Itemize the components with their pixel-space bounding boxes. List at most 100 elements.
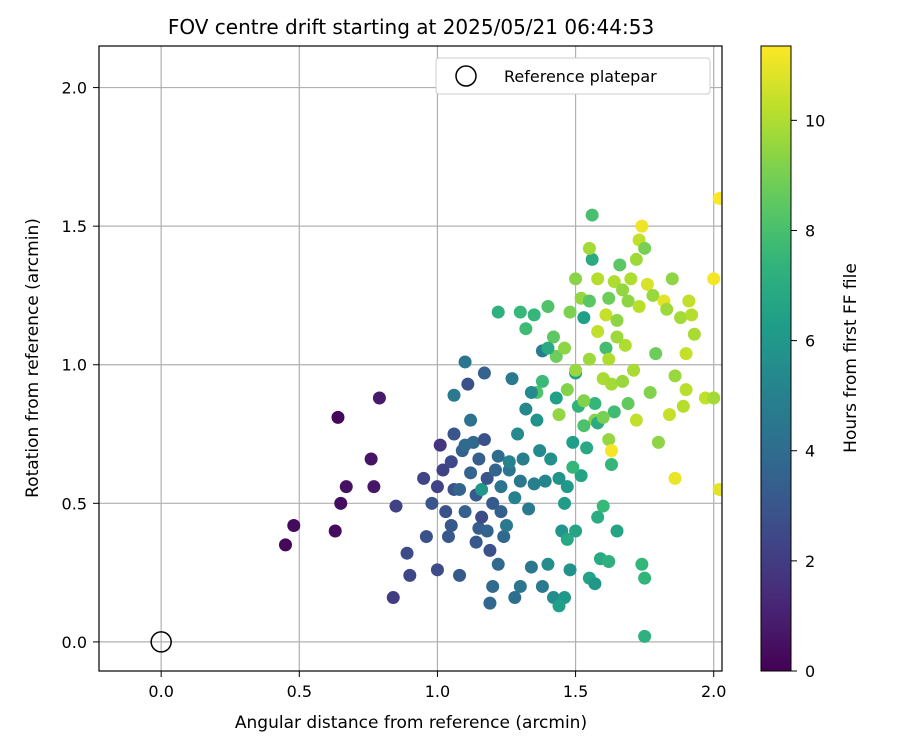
data-point (552, 471, 566, 485)
data-point (607, 275, 621, 289)
data-point (599, 308, 613, 322)
data-point (588, 577, 602, 591)
data-point (328, 524, 342, 538)
colorbar-tick-label: 4 (805, 442, 815, 461)
reference-point (150, 631, 172, 653)
colorbar-ticks: 0 2 4 6 8 10 (791, 111, 825, 681)
plot-frame (98, 45, 723, 672)
data-point (491, 305, 505, 319)
data-point (712, 191, 722, 205)
data-point (569, 272, 583, 286)
data-point (607, 405, 621, 419)
data-point (604, 444, 618, 458)
data-point (464, 466, 478, 480)
data-point (707, 272, 721, 286)
data-point (458, 505, 472, 519)
data-point (643, 385, 657, 399)
data-point (372, 391, 386, 405)
data-point (524, 385, 538, 399)
data-point (494, 480, 508, 494)
data-point (549, 349, 563, 363)
data-point (439, 505, 453, 519)
colorbar-tick-label: 0 (805, 662, 815, 681)
data-point (488, 463, 502, 477)
data-point (582, 294, 596, 308)
x-axis-label: Angular distance from reference (arcmin) (235, 713, 587, 733)
data-point (519, 402, 533, 416)
data-point (453, 568, 467, 582)
data-point (508, 491, 522, 505)
data-point (591, 324, 605, 338)
plot-area (98, 45, 723, 672)
data-point (513, 474, 527, 488)
data-point (651, 435, 665, 449)
data-point (367, 480, 381, 494)
data-point (552, 408, 566, 422)
data-point (511, 427, 525, 441)
data-point (674, 311, 688, 325)
data-point (475, 482, 489, 496)
data-point (602, 433, 616, 447)
data-point (433, 438, 447, 452)
data-point (668, 471, 682, 485)
data-point (519, 322, 533, 336)
data-point (624, 272, 638, 286)
data-point (522, 502, 536, 516)
data-point (563, 563, 577, 577)
data-point (604, 458, 618, 472)
data-point (430, 480, 444, 494)
data-point (491, 557, 505, 571)
data-point (558, 341, 572, 355)
data-point (577, 394, 591, 408)
data-point (549, 391, 563, 405)
data-point (430, 563, 444, 577)
data-point (635, 557, 649, 571)
data-point (585, 252, 599, 266)
data-point (546, 330, 560, 344)
legend-marker-reference (455, 65, 477, 87)
data-point (638, 571, 652, 585)
data-point (419, 530, 433, 544)
data-point (560, 480, 574, 494)
data-point (685, 308, 699, 322)
data-points (278, 191, 722, 643)
data-point (403, 568, 417, 582)
colorbar-tick-label: 10 (805, 111, 825, 130)
data-point (497, 530, 511, 544)
data-point (604, 377, 618, 391)
data-point (629, 413, 643, 427)
colorbar-tick-label: 6 (805, 332, 815, 351)
data-point (632, 300, 646, 314)
data-point (364, 452, 378, 466)
chart-title: FOV centre drift starting at 2025/05/21 … (168, 15, 654, 39)
data-point (516, 452, 530, 466)
data-point (464, 413, 478, 427)
data-point (533, 444, 547, 458)
data-point (646, 288, 660, 302)
data-point (613, 258, 627, 272)
data-point (649, 347, 663, 361)
x-tick-label: 1.0 (425, 682, 450, 701)
data-point (585, 208, 599, 222)
data-point (569, 363, 583, 377)
data-point (679, 347, 693, 361)
colorbar-label: Hours from first FF file (841, 263, 861, 453)
data-point (599, 341, 613, 355)
reference-layer (150, 631, 172, 653)
data-point (640, 277, 654, 291)
data-point (453, 482, 467, 496)
data-point (591, 510, 605, 524)
data-point (477, 366, 491, 380)
data-point (469, 535, 483, 549)
data-point (591, 272, 605, 286)
data-point (400, 546, 414, 560)
data-point (577, 419, 591, 433)
data-point (552, 599, 566, 613)
data-point (458, 355, 472, 369)
legend-box (435, 57, 711, 95)
data-point (580, 441, 594, 455)
y-tick-label: 2.0 (62, 79, 87, 98)
y-tick-label: 1.5 (62, 217, 87, 236)
data-point (602, 352, 616, 366)
data-point (610, 330, 624, 344)
